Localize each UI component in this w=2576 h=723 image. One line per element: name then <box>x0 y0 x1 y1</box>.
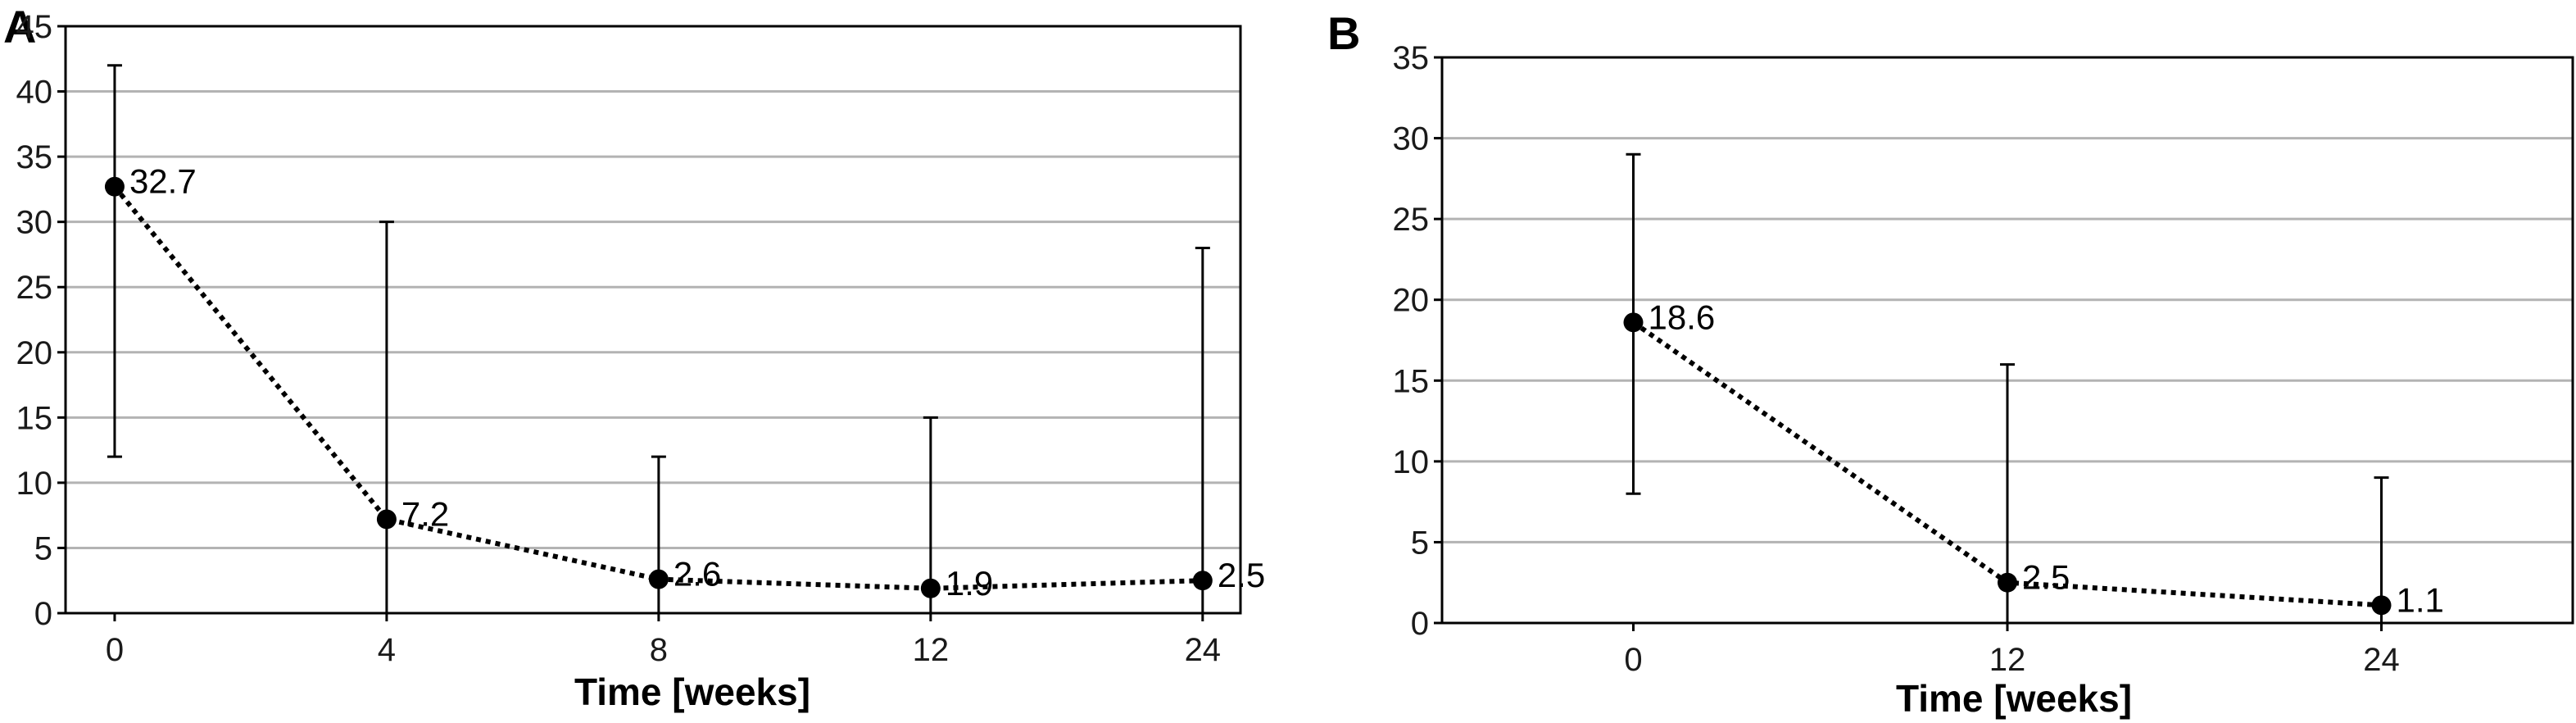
x-tick-label: 8 <box>650 632 668 668</box>
y-tick-label: 30 <box>1393 121 1430 157</box>
x-tick-label: 12 <box>913 632 950 668</box>
y-tick-label: 45 <box>16 9 53 45</box>
data-point <box>376 509 397 530</box>
x-tick-label: 0 <box>106 632 124 668</box>
y-tick-label: 5 <box>34 530 52 566</box>
y-tick-label: 0 <box>1411 606 1429 642</box>
data-point <box>2371 595 2392 616</box>
x-tick-label: 24 <box>2363 642 2400 678</box>
panel-b: B 0 5 10 15 20 25 30 35 0 12 24 Time [weeks] 18.6 2.5 1… <box>1327 7 2574 720</box>
data-label: 7.2 <box>401 494 449 533</box>
x-tick-label: 12 <box>1989 642 2026 678</box>
y-tick-label: 35 <box>16 139 53 175</box>
y-tick-label: 10 <box>16 466 53 502</box>
plot-frame <box>64 25 1242 615</box>
data-point <box>648 569 669 589</box>
y-tick-label: 5 <box>1411 525 1429 561</box>
data-point <box>1192 571 1213 591</box>
y-tick-label: 15 <box>16 400 53 436</box>
data-label: 18.6 <box>1648 298 1715 336</box>
data-label: 2.6 <box>673 555 721 593</box>
y-tick-label: 30 <box>16 205 53 241</box>
panel-a: A 0 5 10 15 20 25 30 35 40 45 0 4 8 12 24 Time [weeks] 32… <box>3 1 1265 713</box>
x-tick-label: 24 <box>1185 632 1222 668</box>
y-tick-label: 35 <box>1393 40 1430 76</box>
x-axis-title: Time [weeks] <box>574 671 810 713</box>
data-point <box>920 578 941 598</box>
data-label: 2.5 <box>1218 556 1265 594</box>
data-point <box>1623 312 1644 333</box>
data-point <box>1998 572 2017 593</box>
data-label: 1.1 <box>2397 580 2444 619</box>
data-label: 1.9 <box>946 564 993 602</box>
x-tick-label: 0 <box>1624 642 1642 678</box>
x-tick-label: 4 <box>378 632 396 668</box>
y-tick-label: 25 <box>1393 202 1430 238</box>
panel-label: A <box>3 1 36 52</box>
y-tick-label: 20 <box>16 335 53 371</box>
y-tick-label: 25 <box>16 270 53 306</box>
data-label: 2.5 <box>2022 558 2070 597</box>
panel-label: B <box>1327 7 1360 59</box>
x-axis-title: Time [weeks] <box>1896 677 2132 720</box>
y-tick-label: 40 <box>16 75 53 111</box>
y-tick-label: 10 <box>1393 444 1430 480</box>
y-tick-label: 15 <box>1393 363 1430 399</box>
data-point <box>104 176 125 197</box>
y-tick-label: 0 <box>34 596 52 632</box>
y-tick-label: 20 <box>1393 283 1430 319</box>
data-label: 32.7 <box>129 162 197 201</box>
